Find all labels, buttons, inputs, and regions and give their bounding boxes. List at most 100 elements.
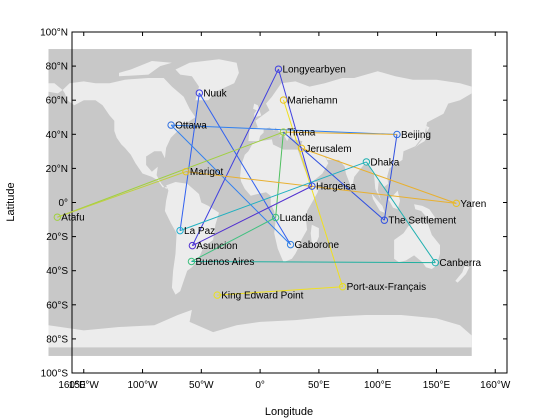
city-marker [195,89,204,97]
x-tick-label: 160°W [480,380,511,391]
city-label: Marigot [190,167,224,178]
x-tick-label: 150°W [69,380,100,391]
x-tick-label: 50°W [189,380,214,391]
route-line [170,124,291,245]
city-marker [393,130,401,139]
y-tick-label: 100°S [41,369,69,380]
city-marker [308,182,316,190]
city-label: Tirana [287,128,315,139]
city-marker [380,216,389,224]
city-label: Longyearbyen [282,65,345,76]
route-line [171,124,397,135]
y-tick-label: 80°S [46,334,68,345]
city-label: Asuncion [196,241,237,252]
city-marker [286,240,295,249]
australia-land [394,221,440,269]
route-line [191,217,276,262]
y-tick-label: 40°S [46,266,68,277]
city-marker [274,65,283,73]
y-tick-label: 100°N [40,28,68,39]
route-line [192,185,313,247]
routes [57,68,457,296]
x-tick-label: 100°E [364,380,392,391]
city-label: Nuuk [203,89,227,100]
route-line [57,131,284,218]
route-line [191,68,279,246]
route-line [179,161,367,232]
city-label: Beijing [401,130,431,141]
city-marker [188,241,197,250]
sumatra-land [371,194,385,213]
x-tick-label: 100°W [127,380,158,391]
city-label: Gaborone [295,240,340,251]
route-line [57,171,187,218]
city-label: Port-aux-Français [347,282,426,293]
arctic-islands-land [119,61,172,77]
route-line [277,69,313,187]
y-tick-label: 40°N [46,130,68,141]
borneo-land [388,190,400,210]
y-tick-label: 20°S [46,232,68,243]
city-label: Canberra [439,258,481,269]
city-marker [271,213,280,222]
new-zealand-land [455,265,470,283]
y-tick-label: 0° [58,198,68,209]
europe-asia-land [248,71,472,201]
south-america-land [164,182,219,295]
city-label: Luanda [280,213,314,224]
y-tick-label: 80°N [46,62,68,73]
city-marker [279,96,288,104]
siberia-east-land [48,83,63,94]
route-line [217,286,343,296]
city-marker [431,258,440,267]
x-tick-label: 50°E [308,380,330,391]
city-marker [213,291,221,299]
y-tick-label: 20°N [46,164,68,175]
north-america-land [62,78,196,189]
x-tick-label: 150°E [423,380,451,391]
antarctica-land [48,309,472,348]
city-label: Jerusalem [305,144,351,155]
x-tick-label: 0° [255,380,265,391]
city-label: Atafu [61,213,84,224]
route-line [191,260,436,264]
x-axis-label: Longitude [265,406,313,418]
city-label: Mariehamn [288,96,338,107]
city-marker [187,257,196,266]
city-label: Buenos Aires [195,257,254,268]
arabia-fill-land [301,147,329,182]
route-line [198,92,291,245]
japan-land [412,125,430,150]
y-axis-label: Latitude [5,182,17,221]
route-line [383,134,398,221]
city-label: Dhaka [370,157,399,168]
city-marker [362,158,371,166]
city-marker [297,144,306,152]
y-tick-label: 60°S [46,300,68,311]
city-marker [182,167,190,176]
madagascar-land [310,224,319,246]
route-line [185,171,457,204]
land-masses [48,59,472,348]
new-guinea-land [414,204,437,220]
city-label: La Paz [184,226,215,237]
city-label: King Edward Point [221,291,303,302]
route-line [283,131,397,135]
route-line [365,161,436,263]
uk-land [253,103,262,118]
city-label: The Settlement [388,216,456,227]
greenland-land [175,59,239,101]
city-marker [279,128,288,136]
africa-land [240,139,321,263]
city-marker [176,226,184,235]
city-label: Ottawa [175,121,207,132]
city-label: Hargeisa [316,182,356,193]
city-marker [167,121,175,129]
y-tick-label: 60°N [46,96,68,107]
city-marker [452,199,461,208]
route-line [301,147,457,204]
x-tick-label: 160°E [58,380,86,391]
route-line [283,99,344,287]
